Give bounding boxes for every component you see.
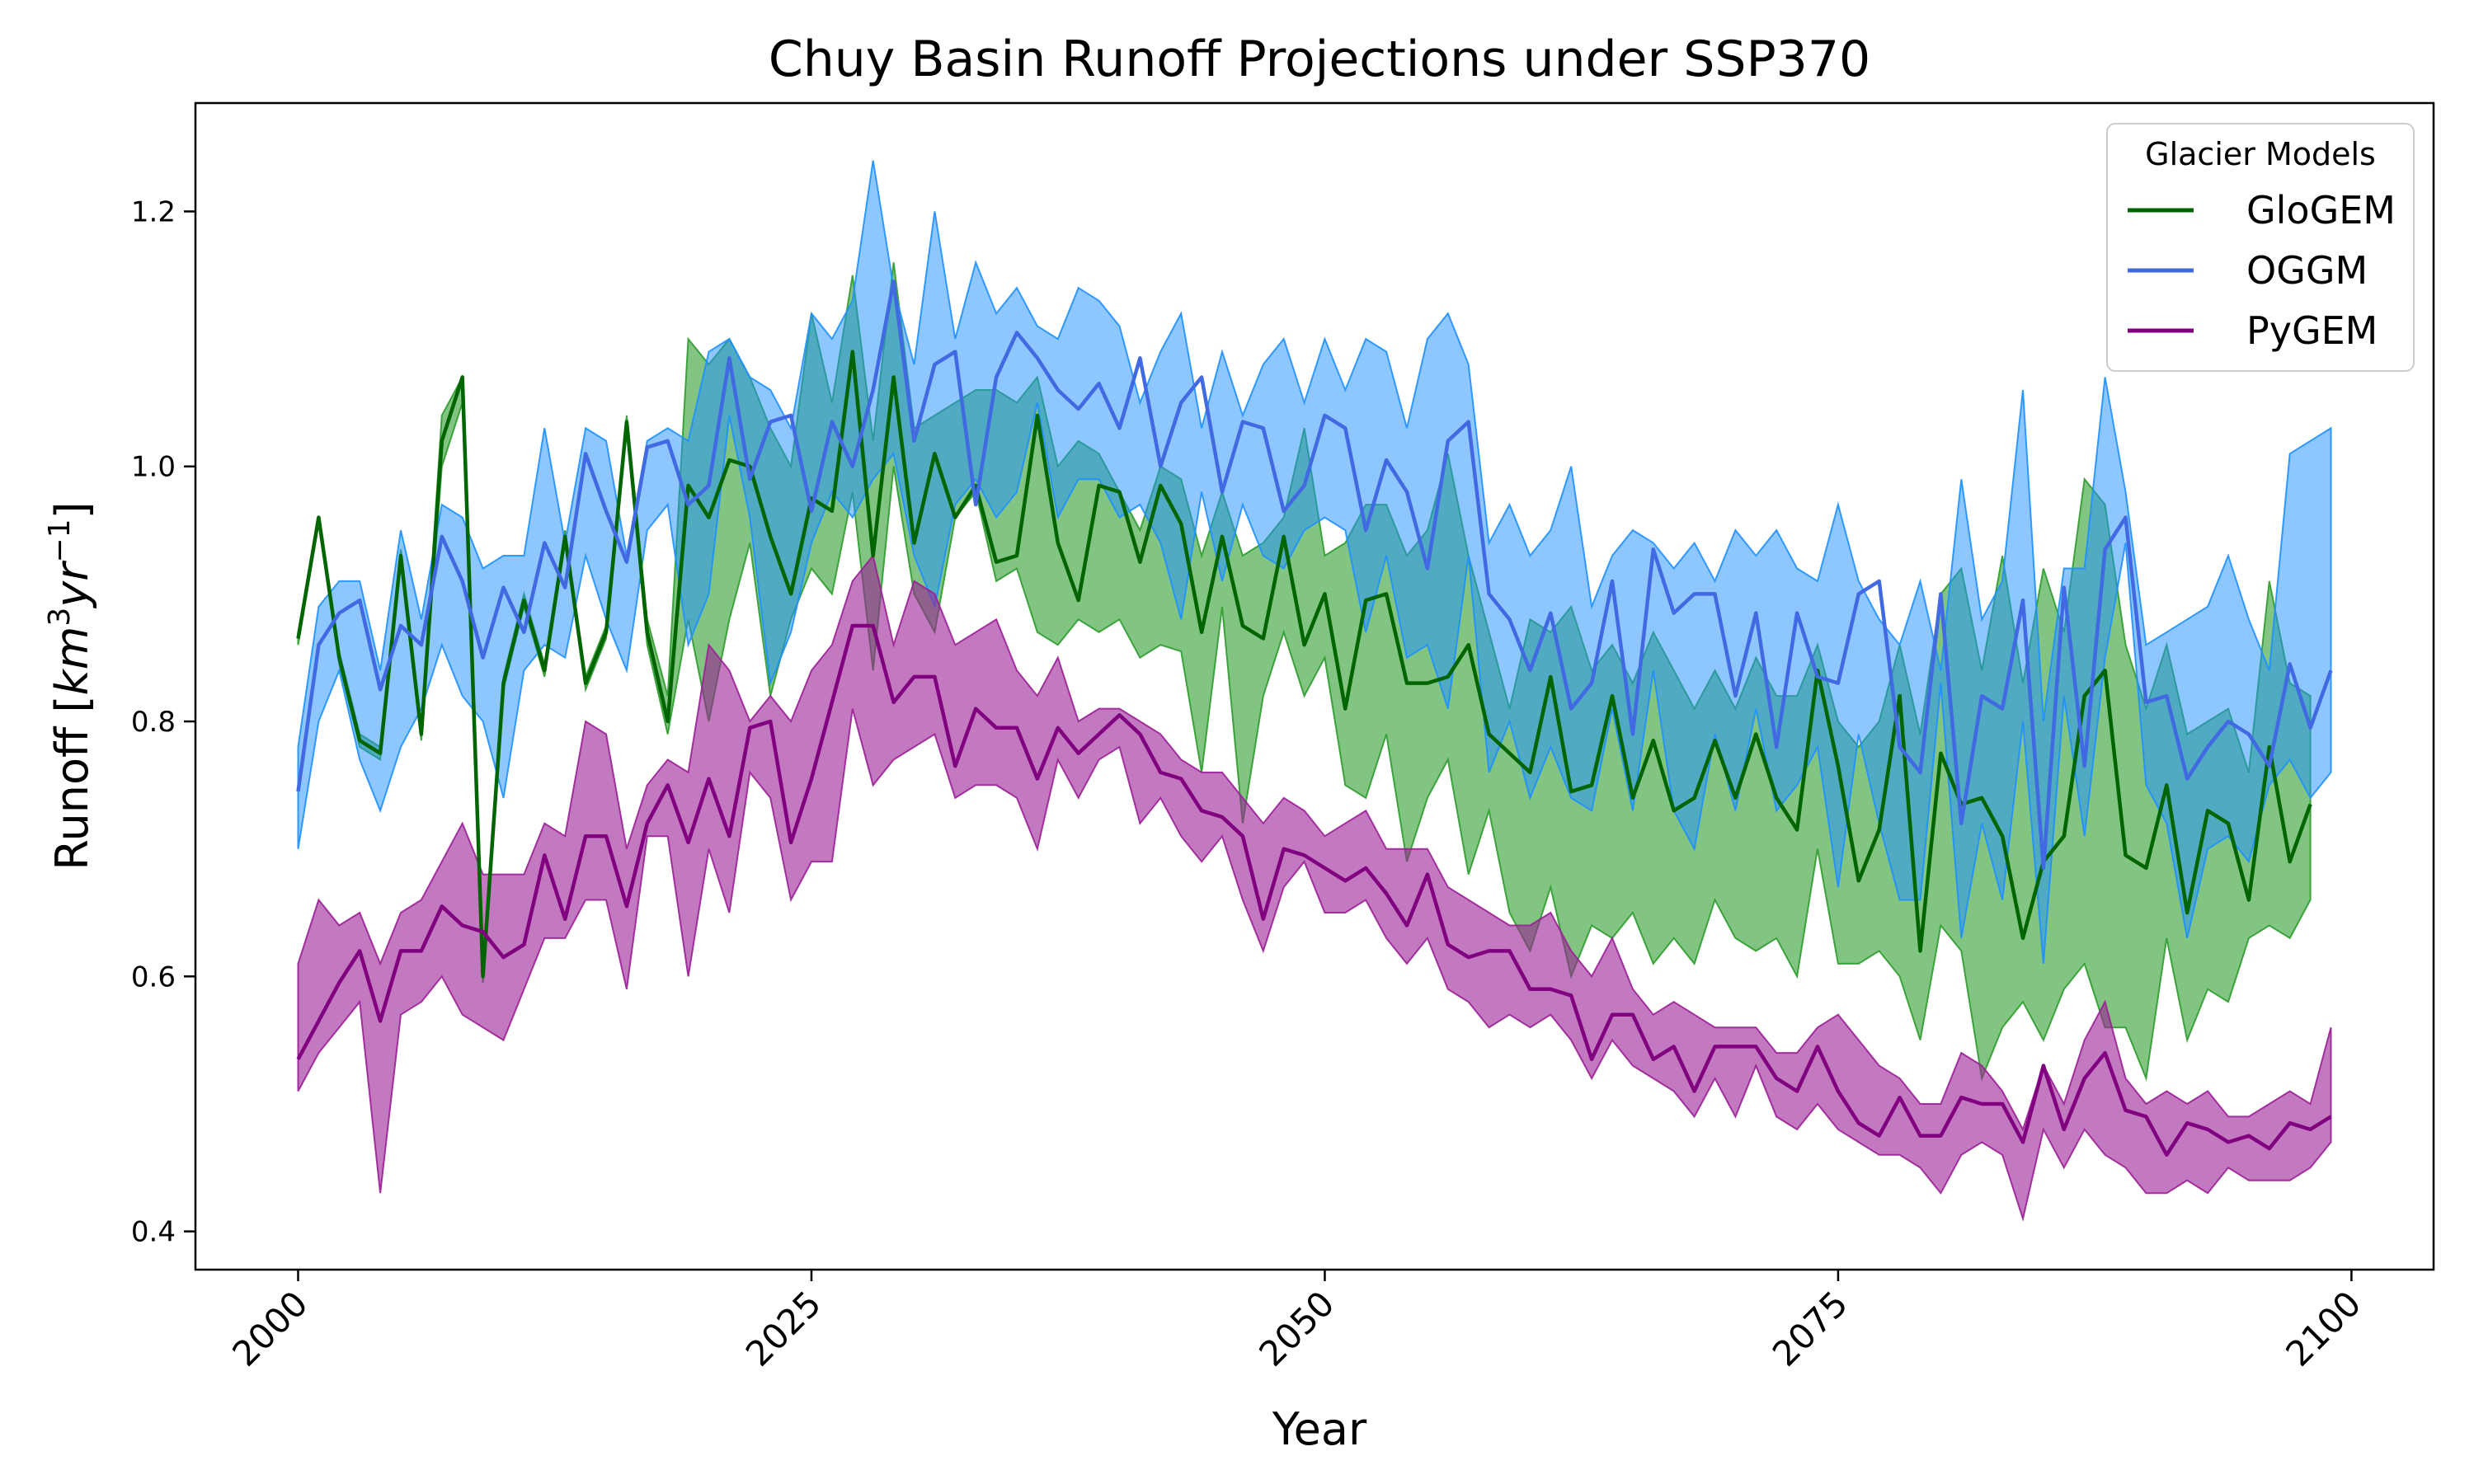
plot-area [296,160,2333,1222]
legend-title: Glacier Models [2145,136,2376,172]
line-oggm [296,279,2333,871]
y-axis-label: Runoff [km3yr−1] [43,501,98,870]
y-tick-label: 0.8 [131,706,176,739]
legend: Glacier Models GloGEM OGGM PyGEM [2106,123,2415,372]
legend-box [2106,123,2415,372]
y-label-exponent-minus-1: −1 [43,519,77,563]
legend-label-oggm: OGGM [2246,248,2368,293]
y-label-suffix: ] [46,501,98,519]
y-axis: 0.4 0.6 0.8 1.0 1.2 [131,195,195,1249]
y-label-unit-yr: yr [46,561,98,609]
band-pygem [297,553,2332,1222]
axes-frame [194,101,2435,1271]
legend-label-glogem: GloGEM [2246,188,2396,232]
line-pygem [296,623,2332,1158]
legend-label-pygem: PyGEM [2246,308,2378,353]
y-label-prefix: Runoff [ [46,696,98,871]
y-tick-label: 0.4 [131,1216,176,1249]
y-tick-label: 1.0 [131,451,176,484]
y-label-unit-km: km [46,627,98,696]
y-tick-label: 1.2 [131,195,176,228]
band-oggm [297,160,2332,964]
x-axis-label: Year [1272,1403,1367,1455]
chart-title: Chuy Basin Runoff Projections under SSP3… [769,31,1870,88]
line-glogem [296,350,2312,979]
y-tick-label: 0.6 [131,960,176,993]
y-label-exponent-3: 3 [43,608,77,627]
